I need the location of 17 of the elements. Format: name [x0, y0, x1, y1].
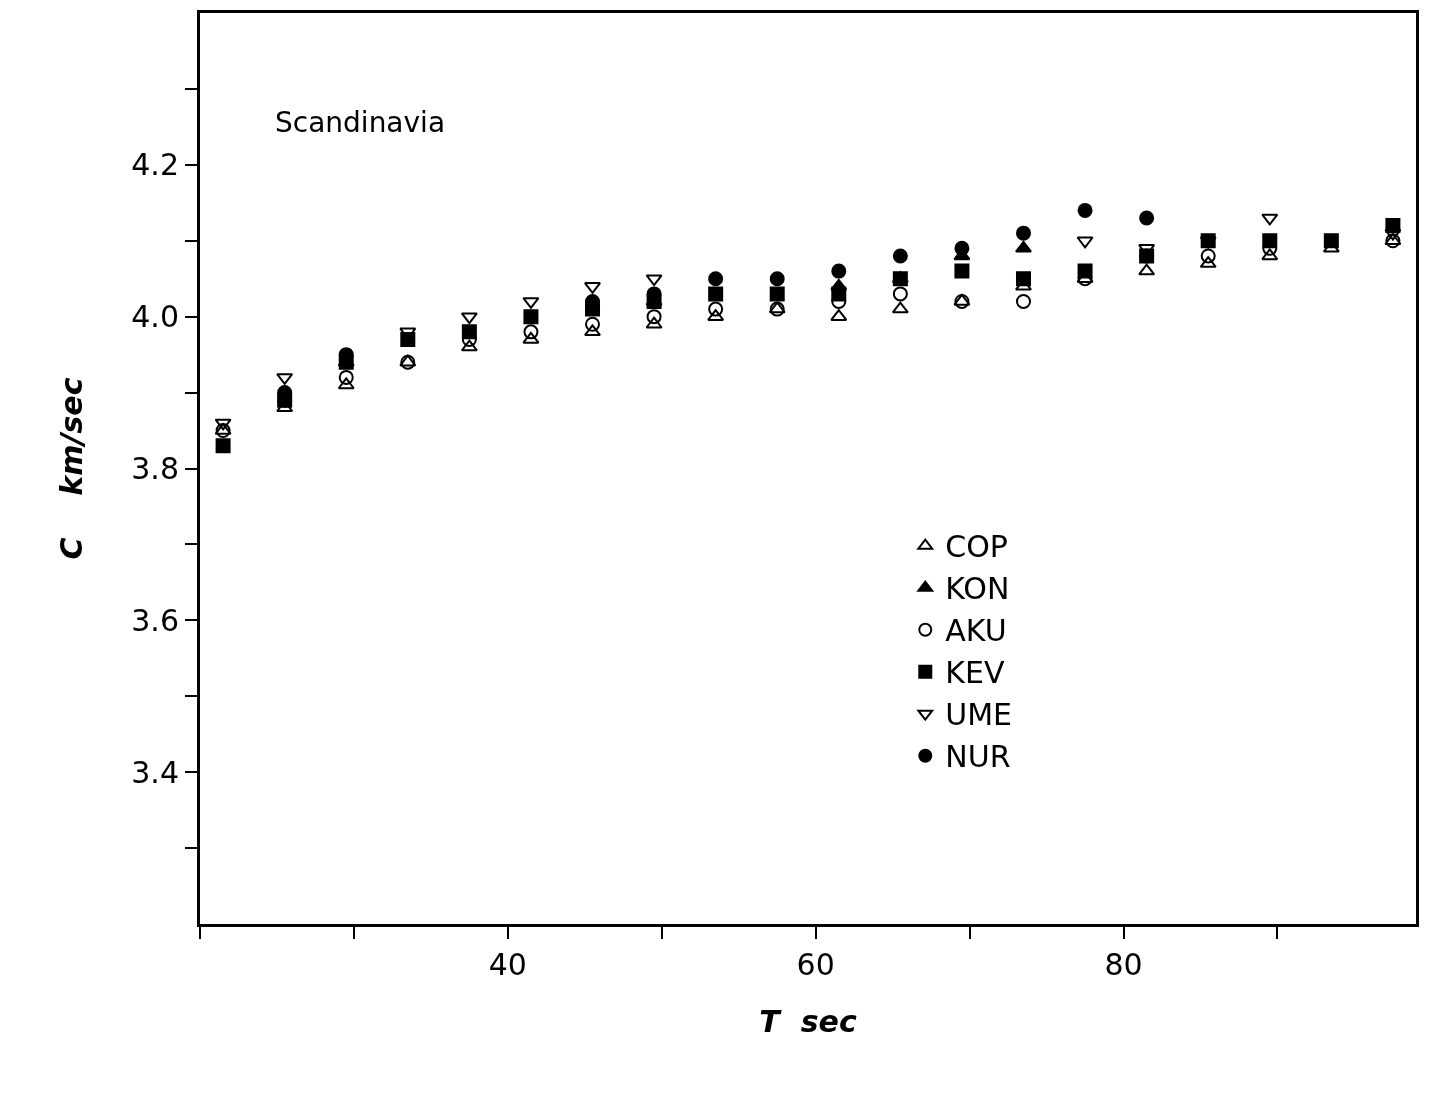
x-tick-label: 60 — [796, 947, 835, 982]
y-tick-label: 3.8 — [131, 451, 179, 486]
legend-label: NUR — [945, 739, 1011, 775]
x-tick-label: 80 — [1104, 947, 1143, 982]
legend-label: COP — [945, 529, 1008, 565]
annotation: Scandinavia — [275, 106, 446, 139]
x-axis-title: T sec — [759, 1003, 857, 1039]
legend-label: AKU — [945, 613, 1007, 649]
legend-label: UME — [945, 697, 1013, 733]
y-tick-label: 3.6 — [131, 602, 179, 638]
y-axis-title: C km/sec — [54, 377, 90, 560]
y-tick-label: 3.4 — [131, 754, 179, 790]
legend-label: KON — [945, 571, 1010, 607]
legend-label: KEV — [945, 655, 1005, 691]
y-tick-label: 4.0 — [131, 299, 179, 335]
y-tick-label: 4.2 — [131, 147, 179, 183]
x-tick-label: 40 — [488, 947, 527, 982]
